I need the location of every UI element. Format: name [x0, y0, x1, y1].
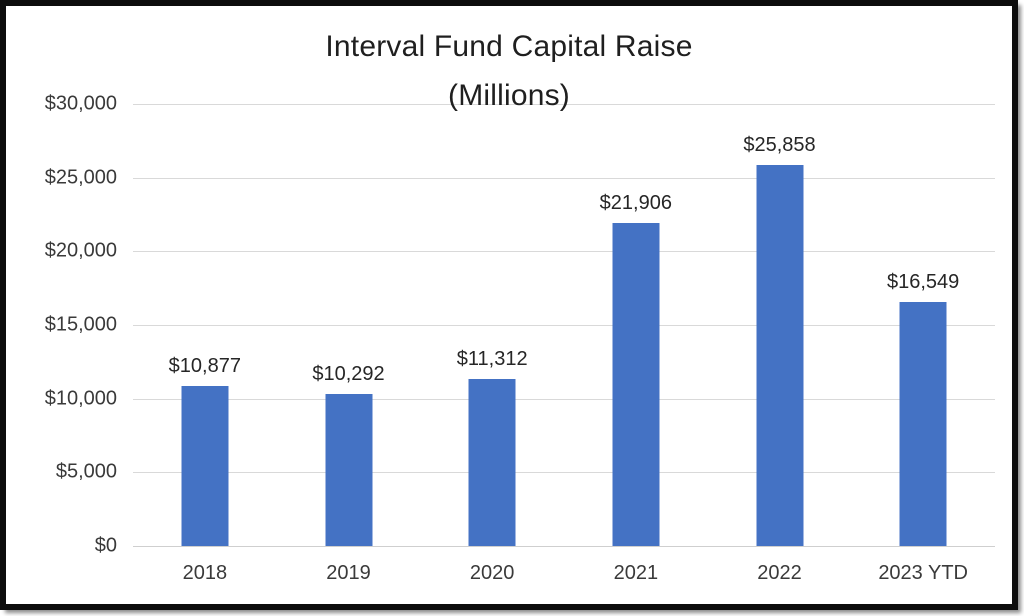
data-label-2019: $10,292	[312, 363, 385, 386]
y-axis-tick-label: $5,000	[55, 460, 117, 483]
y-axis-tick-label: $10,000	[44, 387, 117, 410]
data-label-2022: $25,858	[743, 134, 816, 157]
x-axis-category-label: 2020	[469, 562, 515, 584]
bar-2018	[181, 385, 229, 546]
plot-area: $10,877 $10,292 $11,312 $21,906 $25,858 $16,5…	[133, 104, 995, 547]
gridline	[133, 325, 995, 326]
gridline	[133, 398, 995, 400]
x-axis-category-label: 2019	[326, 562, 371, 584]
y-axis-tick-label: $15,000	[44, 313, 117, 336]
bar-2019	[325, 394, 372, 546]
y-axis-tick-label: $20,000	[44, 239, 117, 262]
bar-2022	[756, 165, 803, 546]
bar-2020	[468, 379, 516, 546]
x-axis: 2018 2019 2020 2021 2022 2023 YTD	[133, 546, 995, 590]
gridline	[133, 472, 995, 474]
y-axis-tick-label: $25,000	[44, 166, 117, 189]
x-axis-category-label: 2021	[613, 562, 659, 584]
y-axis: $30,000 $25,000 $20,000 $15,000 $10,000 $5,00…	[6, 93, 117, 557]
gridline	[133, 251, 995, 253]
y-axis-tick-label: $0	[94, 534, 117, 557]
data-label-2023-ytd: $16,549	[887, 271, 960, 294]
gridline	[133, 177, 995, 179]
x-axis-category-label: 2018	[182, 562, 228, 584]
y-axis-tick-label: $30,000	[44, 92, 117, 115]
data-label-2018: $10,877	[168, 354, 241, 377]
bar-2021	[612, 223, 660, 546]
gridline	[133, 546, 995, 547]
data-label-2020: $11,312	[456, 348, 528, 371]
gridline	[133, 104, 995, 105]
data-label-2021: $21,906	[599, 192, 672, 215]
x-axis-category-label: 2023 YTD	[878, 562, 968, 584]
bar-2023-ytd	[899, 302, 947, 546]
chart-title: Interval Fund Capital Raise	[325, 30, 693, 63]
x-axis-category-label: 2022	[757, 562, 802, 584]
